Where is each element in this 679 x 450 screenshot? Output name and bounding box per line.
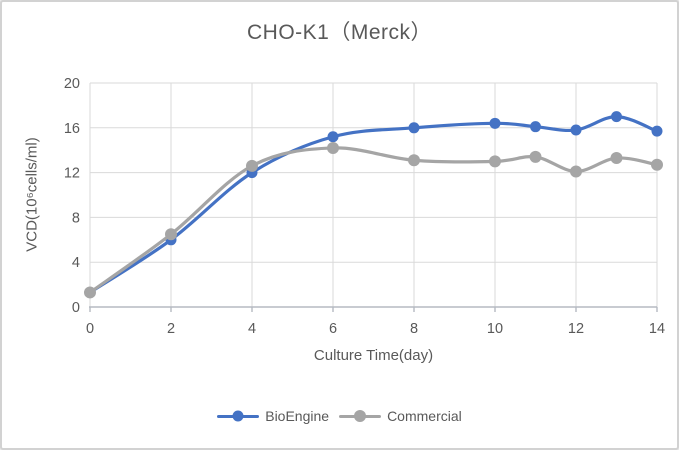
data-point-commercial (84, 286, 96, 299)
x-tick-label: 8 (410, 321, 418, 337)
x-tick-label: 2 (167, 321, 175, 337)
data-point-commercial (570, 165, 582, 178)
data-point-bioengine (530, 121, 541, 133)
x-tick-label: 12 (568, 321, 584, 337)
data-point-bioengine (611, 111, 622, 123)
y-tick-label: 16 (64, 121, 80, 137)
data-point-commercial (651, 158, 663, 171)
data-point-commercial (610, 152, 623, 165)
legend-label-commercial: Commercial (387, 408, 462, 424)
chart-legend: BioEngine Commercial (2, 408, 677, 424)
y-tick-label: 20 (64, 76, 80, 92)
legend-label-bioengine: BioEngine (265, 408, 330, 424)
data-point-bioengine (651, 125, 663, 137)
data-point-bioengine (570, 124, 582, 136)
y-axis-title: VCD(10⁶cells/ml) (23, 137, 41, 252)
data-point-commercial (489, 155, 501, 168)
legend-marker-dot (232, 410, 244, 422)
y-tick-label: 0 (72, 300, 80, 316)
legend-marker-bioengine (217, 410, 260, 422)
data-point-commercial (408, 154, 420, 167)
legend-item-commercial: Commercial (339, 408, 462, 424)
x-tick-label: 0 (86, 321, 94, 337)
data-point-commercial (165, 228, 177, 241)
legend-marker-commercial (339, 410, 382, 422)
y-tick-label: 12 (64, 166, 80, 182)
chart-title: CHO-K1（Merck） (246, 21, 432, 44)
x-tick-label: 10 (487, 321, 503, 337)
data-point-commercial (529, 150, 542, 163)
data-point-commercial (327, 141, 339, 154)
x-tick-label: 14 (649, 321, 665, 337)
data-point-bioengine (408, 122, 420, 134)
data-point-bioengine (327, 131, 339, 143)
data-point-bioengine (489, 117, 501, 129)
x-axis-title: Culture Time(day) (313, 347, 434, 364)
series-line-bioengine (88, 114, 659, 295)
x-tick-label: 6 (329, 321, 337, 337)
y-tick-label: 4 (72, 255, 80, 271)
x-tick-label: 4 (248, 321, 256, 337)
data-point-commercial (246, 159, 258, 172)
y-tick-label: 8 (72, 210, 80, 226)
legend-item-bioengine: BioEngine (217, 408, 329, 424)
legend-marker-dot (354, 410, 367, 422)
